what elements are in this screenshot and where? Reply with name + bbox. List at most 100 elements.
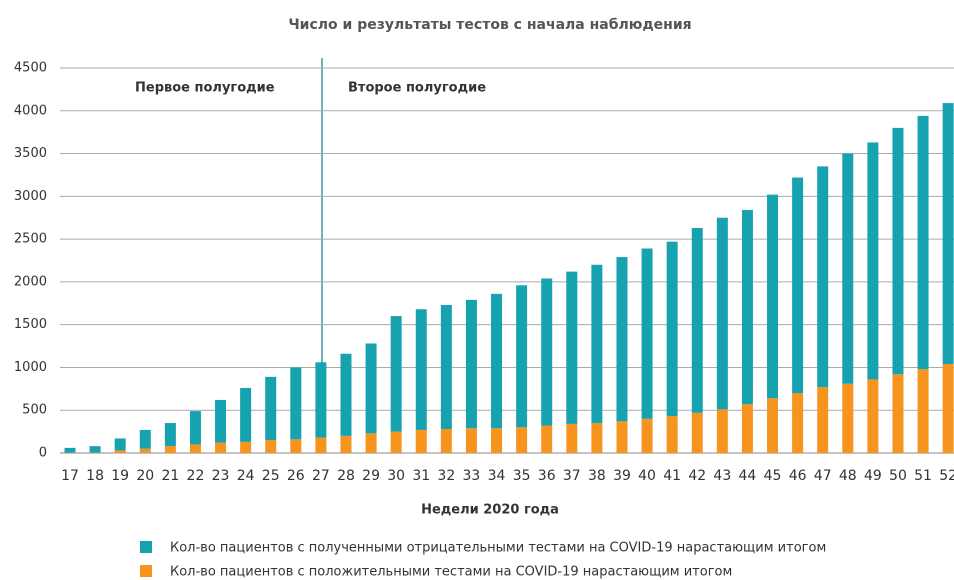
bar-segment — [867, 142, 879, 380]
y-tick-label: 3500 — [14, 146, 47, 161]
bar-segment — [240, 441, 252, 453]
x-tick-label: 50 — [889, 468, 907, 484]
bar-segment — [189, 411, 201, 445]
bar-segment — [892, 374, 904, 453]
x-tick-label: 36 — [538, 468, 556, 484]
bar-segment — [566, 271, 578, 424]
x-tick-label: 46 — [789, 468, 807, 484]
x-tick-label: 29 — [362, 468, 380, 484]
bar-segment — [315, 437, 327, 453]
x-tick-label: 28 — [337, 468, 355, 484]
x-tick-label: 38 — [588, 468, 606, 484]
bar-segment — [591, 423, 603, 453]
bar-segment — [541, 278, 553, 426]
bar-segment — [390, 316, 402, 432]
bar-segment — [817, 166, 829, 388]
bar-segment — [516, 427, 528, 453]
x-tick-label: 20 — [136, 468, 154, 484]
x-tick-label: 30 — [387, 468, 405, 484]
bar-segment — [767, 194, 779, 399]
bar-segment — [591, 264, 603, 424]
legend-label: Кол-во пациентов с полученными отрицател… — [170, 541, 826, 556]
bar-segment — [892, 127, 904, 375]
x-axis-label: Недели 2020 года — [421, 503, 559, 518]
x-tick-label: 42 — [688, 468, 706, 484]
bar-segment — [340, 435, 352, 453]
bars — [64, 103, 954, 453]
bar-segment — [666, 241, 678, 417]
bar-segment — [616, 421, 628, 453]
bar-segment — [139, 429, 151, 449]
bar-segment — [415, 429, 427, 453]
x-tick-label: 34 — [488, 468, 506, 484]
x-tick-label: 40 — [638, 468, 656, 484]
bar-segment — [315, 362, 327, 438]
bar-segment — [942, 364, 954, 453]
bar-segment — [566, 423, 578, 453]
x-tick-label: 25 — [262, 468, 280, 484]
bar-segment — [792, 393, 804, 453]
bar-segment — [290, 367, 302, 440]
x-tick-label: 18 — [86, 468, 104, 484]
x-tick-label: 19 — [111, 468, 129, 484]
bar-segment — [215, 399, 227, 443]
legend-swatch — [140, 541, 152, 553]
bar-segment — [691, 412, 703, 453]
bar-segment — [89, 446, 101, 453]
x-tick-label: 47 — [814, 468, 832, 484]
y-tick-label: 2500 — [14, 232, 47, 247]
legend-swatch — [140, 565, 152, 577]
x-tick-label: 22 — [187, 468, 205, 484]
bar-segment — [415, 309, 427, 430]
x-tick-label: 23 — [212, 468, 230, 484]
y-tick-label: 500 — [22, 403, 47, 418]
bar-segment — [842, 153, 854, 384]
bar-segment — [64, 447, 76, 453]
bar-segment — [917, 369, 929, 453]
x-tick-label: 39 — [613, 468, 631, 484]
bar-segment — [917, 115, 929, 370]
bar-segment — [390, 431, 402, 453]
bar-segment — [666, 416, 678, 453]
grid: 0 500 1000 1500 2000 2500 3000 3500 4000 4500 17 18… — [14, 61, 954, 484]
bar-segment — [616, 257, 628, 422]
annotation: Первое полугодие — [135, 81, 275, 96]
y-tick-label: 4500 — [14, 61, 47, 76]
bar-segment — [139, 448, 151, 453]
bar-segment — [792, 177, 804, 394]
bar-segment — [440, 429, 452, 453]
bar-segment — [691, 227, 703, 413]
x-tick-label: 33 — [463, 468, 481, 484]
x-tick-label: 27 — [312, 468, 330, 484]
x-tick-label: 37 — [563, 468, 581, 484]
x-tick-label: 17 — [61, 468, 79, 484]
x-tick-label: 52 — [939, 468, 954, 484]
bar-segment — [114, 438, 126, 451]
bar-segment — [265, 376, 277, 441]
x-tick-label: 43 — [713, 468, 731, 484]
y-tick-label: 0 — [39, 446, 47, 461]
bar-segment — [240, 387, 252, 442]
bar-segment — [290, 439, 302, 453]
bar-segment — [641, 418, 653, 453]
bar-segment — [516, 285, 528, 428]
bar-segment — [440, 304, 452, 430]
bar-segment — [867, 379, 879, 453]
x-tick-label: 45 — [764, 468, 782, 484]
bar-segment — [340, 353, 352, 436]
y-tick-label: 4000 — [14, 103, 47, 118]
bar-segment — [365, 343, 377, 434]
y-tick-label: 1500 — [14, 317, 47, 332]
x-tick-label: 49 — [864, 468, 882, 484]
bar-segment — [741, 404, 753, 453]
legend: Кол-во пациентов с полученными отрицател… — [140, 541, 826, 580]
bar-segment — [465, 428, 477, 453]
x-tick-label: 51 — [914, 468, 932, 484]
bar-segment — [265, 440, 277, 453]
bar-segment — [716, 409, 728, 453]
bar-segment — [465, 299, 477, 429]
annotation: Второе полугодие — [348, 81, 486, 96]
bar-segment — [491, 293, 503, 429]
legend-label: Кол-во пациентов с положительными тестам… — [170, 565, 732, 580]
